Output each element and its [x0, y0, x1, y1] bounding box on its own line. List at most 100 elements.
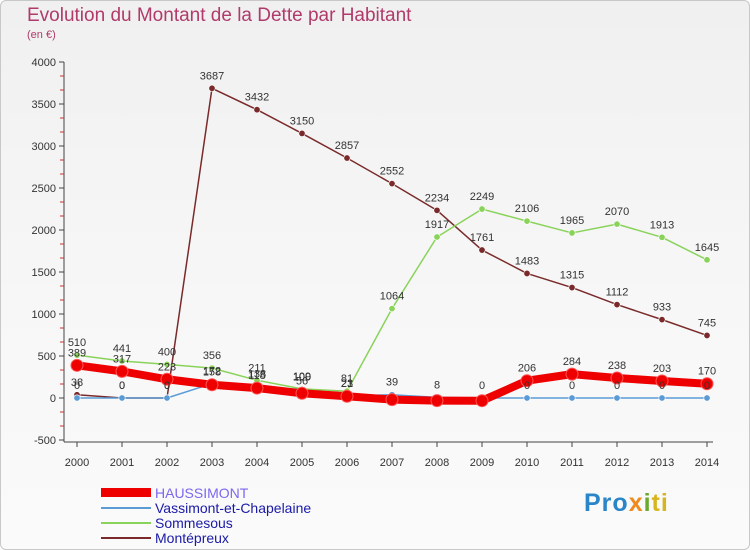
data-label: 510 — [68, 337, 86, 349]
legend-label: Montépreux — [155, 529, 229, 546]
data-label: 223 — [158, 361, 176, 373]
data-point — [568, 284, 576, 292]
x-tick-label: 2007 — [380, 457, 404, 469]
data-label: 1761 — [470, 232, 494, 244]
data-label: 1965 — [560, 215, 584, 227]
data-point — [163, 394, 171, 402]
data-label: 1483 — [515, 255, 539, 267]
legend-swatch — [101, 536, 151, 539]
chart-legend: HAUSSIMONT Vassimont-et-Chapelaine Sommeso… — [101, 485, 311, 545]
data-label: 0 — [659, 380, 665, 392]
chart-title: Evolution du Montant de la Dette par Hab… — [27, 5, 412, 26]
data-point — [70, 358, 84, 372]
y-tick-label: 0 — [50, 393, 56, 405]
data-point — [388, 305, 396, 313]
data-point — [295, 386, 309, 400]
y-tick-label: -500 — [34, 435, 56, 447]
data-point — [340, 389, 354, 403]
data-point — [478, 205, 486, 213]
data-label: 3687 — [200, 70, 224, 82]
data-label: 0 — [164, 380, 170, 392]
data-label: 284 — [563, 356, 581, 368]
data-label: 441 — [113, 343, 131, 355]
data-label: 172 — [203, 366, 221, 378]
data-point — [610, 371, 624, 385]
legend-item: Sommesous — [101, 515, 311, 530]
legend-swatch — [101, 506, 151, 509]
data-point — [655, 374, 669, 388]
data-point — [433, 233, 441, 241]
legend-swatch — [101, 521, 151, 524]
x-tick-label: 2004 — [245, 457, 269, 469]
data-label: 745 — [698, 317, 716, 329]
data-point — [568, 394, 576, 402]
data-point — [520, 374, 534, 388]
data-point — [208, 364, 216, 372]
data-point — [73, 394, 81, 402]
data-point — [298, 129, 306, 137]
chart-subtitle: (en €) — [27, 29, 56, 41]
data-label: 2857 — [335, 140, 359, 152]
x-tick-label: 2001 — [110, 457, 134, 469]
y-tick-label: 4000 — [32, 57, 56, 69]
data-point — [160, 372, 174, 386]
data-label: 3432 — [245, 92, 269, 104]
data-label: 2249 — [470, 191, 494, 203]
data-point — [703, 256, 711, 264]
data-label: 0 — [119, 380, 125, 392]
data-point — [658, 316, 666, 324]
data-label: 400 — [158, 346, 176, 358]
data-point — [115, 364, 129, 378]
data-label: 2070 — [605, 206, 629, 218]
data-point — [475, 394, 489, 408]
y-tick-label: 3500 — [32, 99, 56, 111]
data-point — [523, 217, 531, 225]
legend-item: Vassimont-et-Chapelaine — [101, 500, 311, 515]
x-tick-label: 2006 — [335, 457, 359, 469]
data-point — [118, 394, 126, 402]
data-label: 0 — [704, 380, 710, 392]
data-label: 211 — [248, 362, 266, 374]
data-label: 21 — [341, 378, 353, 390]
data-label: 1315 — [560, 270, 584, 282]
data-point — [250, 381, 264, 395]
data-point — [205, 378, 219, 392]
data-point — [658, 233, 666, 241]
data-point — [430, 394, 444, 408]
data-point — [613, 220, 621, 228]
x-tick-label: 2000 — [65, 457, 89, 469]
data-label: 56 — [296, 375, 308, 387]
data-label: 23 — [341, 378, 353, 390]
data-label: 206 — [518, 363, 536, 375]
legend-label: Sommesous — [155, 514, 233, 531]
x-tick-label: 2010 — [515, 457, 539, 469]
y-tick-label: 1500 — [32, 267, 56, 279]
y-tick-label: 2000 — [32, 225, 56, 237]
data-point — [118, 357, 126, 365]
data-label: 2234 — [425, 192, 449, 204]
logo-part: Pro — [584, 489, 629, 517]
data-label: 0 — [164, 380, 170, 392]
data-label: 1112 — [606, 287, 629, 299]
data-point — [385, 393, 399, 407]
x-tick-label: 2014 — [695, 457, 719, 469]
data-label: 203 — [653, 363, 671, 375]
logo-part: x — [628, 489, 644, 517]
data-point — [565, 367, 579, 381]
data-point — [658, 394, 666, 402]
x-tick-label: 2002 — [155, 457, 179, 469]
logo-part: i — [643, 489, 652, 517]
proxiti-logo: Proxiti — [584, 489, 669, 518]
y-tick-label: 3000 — [32, 141, 56, 153]
data-point — [343, 154, 351, 162]
x-tick-label: 2013 — [650, 457, 674, 469]
data-label: 0 — [74, 380, 80, 392]
x-tick-label: 2003 — [200, 457, 224, 469]
x-tick-label: 2011 — [560, 457, 584, 469]
data-label: 356 — [203, 350, 221, 362]
data-label: 8 — [434, 379, 440, 391]
data-point — [700, 377, 714, 391]
data-label: 317 — [113, 353, 131, 365]
logo-part: ti — [651, 489, 669, 517]
data-label: 933 — [653, 302, 671, 314]
